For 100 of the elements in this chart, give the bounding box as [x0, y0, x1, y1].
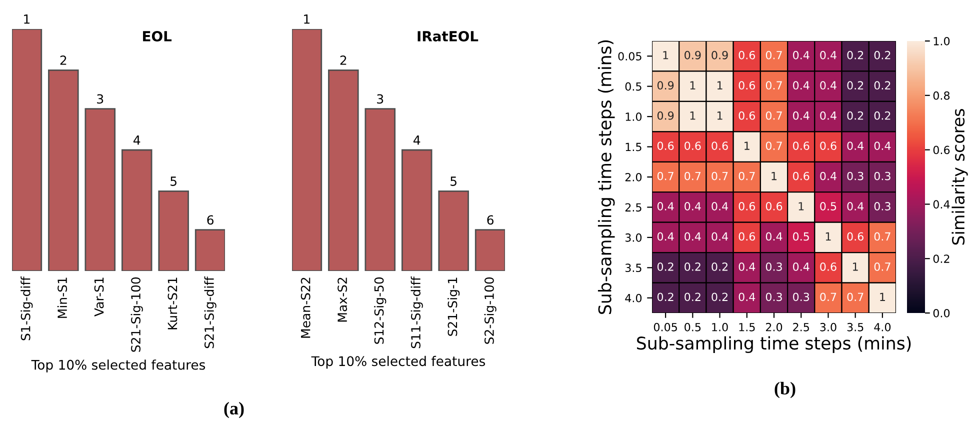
data-label: 0.7 — [874, 232, 890, 241]
data-label: 0.4 — [684, 232, 701, 241]
x-tick-label: 4.0 — [874, 322, 891, 332]
data-label: 0.7 — [766, 50, 782, 60]
x-tick-label: Var-S1 — [94, 278, 104, 316]
data-label: 0.2 — [657, 292, 674, 302]
data-label: 0.4 — [684, 202, 701, 210]
data-label: 0.3 — [847, 172, 864, 180]
y-tick-label: 0.5 — [625, 82, 642, 91]
color-bar-title: Similarity scores — [952, 109, 968, 245]
x-tick-label: Mean-S22 — [300, 278, 310, 338]
x-tick-label: Min-S1 — [57, 278, 68, 318]
y-tick-label: 2.5 — [625, 203, 642, 212]
chart-title: EOL — [143, 30, 172, 42]
x-axis-title: Top 10% selected features — [311, 356, 486, 369]
y-tick-label: 3.0 — [625, 233, 642, 242]
data-label: 0.4 — [874, 142, 891, 150]
color-bar-label: 0.0 — [933, 308, 950, 318]
data-label: 0.4 — [820, 111, 836, 120]
data-label: 0.4 — [738, 262, 756, 271]
data-label: 0.2 — [847, 81, 864, 90]
data-label: 0.5 — [820, 202, 836, 210]
data-label: 0.3 — [874, 172, 890, 180]
data-label: 0.2 — [874, 50, 890, 60]
x-tick-label: S2-Sig-100 — [484, 277, 496, 344]
data-label: 0.4 — [820, 172, 836, 180]
data-label: 0.7 — [766, 81, 782, 90]
color-bar-label: 0.4 — [933, 200, 950, 209]
data-label: 0.7 — [712, 172, 728, 180]
data-label: 0.6 — [738, 202, 756, 210]
data-label: 0.3 — [874, 202, 890, 210]
bar — [474, 229, 505, 271]
data-label: 0.7 — [847, 292, 864, 302]
x-tick-label: S1-Sig-diff — [20, 276, 33, 340]
data-label: 1 — [717, 112, 722, 120]
data-label: 0.6 — [793, 142, 810, 150]
x-tick-label: 1.0 — [712, 322, 728, 332]
data-label: 0.6 — [847, 232, 864, 241]
x-tick-label: 3.0 — [820, 322, 836, 332]
bar — [292, 29, 322, 271]
data-label: 0.4 — [712, 202, 728, 210]
data-label: 1 — [853, 262, 858, 271]
y-tick-label: 3.5 — [625, 264, 642, 272]
data-label: 0.2 — [712, 262, 728, 271]
x-tick-label: S12-Sig-50 — [374, 277, 386, 344]
bar — [328, 69, 359, 271]
data-label: 1 — [826, 232, 831, 241]
data-label: 0.2 — [847, 50, 864, 60]
annotation: 3 — [377, 94, 384, 104]
data-label: 0.2 — [712, 292, 728, 302]
color-bar-label: 1.0 — [934, 36, 950, 46]
data-label: 0.4 — [793, 50, 810, 60]
bar — [84, 108, 116, 271]
data-label: 0.2 — [874, 81, 890, 90]
bar — [438, 190, 469, 271]
data-label: 0.2 — [684, 292, 700, 302]
data-label: 0.6 — [657, 142, 674, 150]
color-bar-label: 0.2 — [933, 254, 950, 263]
x-tick-label: 0.05 — [654, 322, 677, 332]
data-label: 1 — [717, 81, 722, 90]
data-label: 0.7 — [766, 142, 782, 150]
annotation: 5 — [170, 176, 176, 186]
data-label: 0.4 — [793, 81, 810, 90]
data-label: 0.4 — [657, 232, 674, 241]
bar — [121, 149, 152, 271]
x-axis-title: Sub-sampling time steps (mins) — [636, 336, 911, 354]
data-label: 0.6 — [738, 81, 756, 90]
annotation: 6 — [207, 215, 214, 225]
annotation: 1 — [24, 14, 30, 24]
data-label: 1 — [880, 292, 885, 301]
data-label: 0.4 — [793, 262, 810, 271]
x-axis-title: Top 10% selected features — [31, 360, 206, 372]
x-tick-label: Kurt-S21 — [168, 278, 178, 330]
data-label: 1 — [690, 112, 696, 120]
data-label: 0.3 — [766, 292, 782, 302]
text: (b) — [774, 382, 796, 398]
data-label: 0.4 — [820, 50, 836, 60]
x-tick-label: 2.0 — [766, 322, 782, 332]
annotation: 6 — [487, 215, 494, 225]
data-label: 0.6 — [820, 262, 836, 271]
data-label: 0.4 — [712, 232, 728, 241]
data-label: 0.6 — [738, 232, 756, 241]
y-tick-label: 2.0 — [625, 172, 642, 182]
data-label: 0.4 — [847, 142, 864, 150]
data-label: 0.9 — [657, 81, 674, 90]
bar — [401, 149, 432, 271]
annotation: 4 — [413, 136, 420, 145]
bar — [194, 229, 225, 271]
data-label: 0.7 — [766, 111, 782, 120]
data-label: 0.6 — [712, 142, 728, 150]
x-tick-label: 3.5 — [847, 322, 864, 332]
data-label: 0.5 — [793, 232, 809, 241]
data-label: 0.7 — [657, 172, 674, 180]
data-label: 1 — [772, 172, 777, 180]
x-tick-label: Max-S2 — [338, 278, 348, 322]
data-label: 0.2 — [847, 111, 864, 120]
annotation: 2 — [60, 55, 66, 65]
bar — [364, 108, 396, 271]
x-tick-label: S21-Sig-100 — [130, 277, 143, 352]
y-tick-label: 0.05 — [618, 52, 642, 60]
